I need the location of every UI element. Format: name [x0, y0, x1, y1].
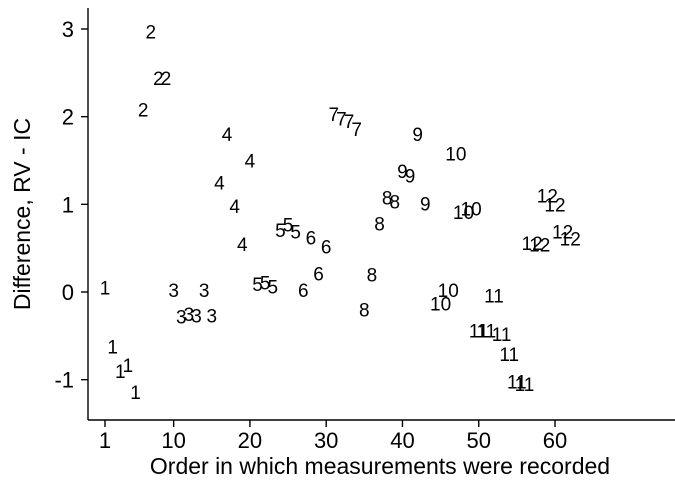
data-point-label: 5	[290, 223, 301, 244]
data-point-label: 11	[469, 322, 489, 343]
data-point-label: 8	[359, 301, 370, 322]
data-point-label: 5	[283, 215, 294, 236]
data-point-label: 9	[420, 194, 431, 215]
data-point-label: 12	[529, 236, 550, 257]
data-point-label: 5	[252, 275, 263, 296]
data-point-label: 9	[405, 166, 416, 187]
data-point-label: 1	[115, 362, 126, 383]
data-point-label: 4	[245, 152, 256, 173]
y-tick-label: 3	[62, 17, 74, 42]
y-tick-label: -1	[54, 368, 74, 393]
y-tick-label: 1	[62, 192, 74, 217]
x-tick-label: 60	[543, 428, 567, 453]
data-point-label: 3	[199, 281, 210, 302]
data-point-label: 6	[306, 229, 317, 250]
y-tick-label: 2	[62, 105, 74, 130]
data-point-label: 2	[138, 101, 149, 122]
data-point-label: 4	[214, 173, 225, 194]
data-point-label: 2	[153, 69, 164, 90]
data-point-label: 3	[206, 307, 217, 328]
data-point-label: 12	[552, 223, 573, 244]
data-point-label: 8	[390, 193, 401, 214]
data-point-label: 2	[145, 23, 156, 44]
data-point-label: 2	[161, 69, 172, 90]
x-tick-label: 50	[466, 428, 490, 453]
data-point-label: 1	[107, 337, 118, 358]
data-point-label: 12	[522, 234, 543, 255]
data-point-label: 1	[100, 279, 111, 300]
data-point-label: 10	[445, 144, 466, 165]
data-point-label: 8	[367, 265, 378, 286]
data-point-label: 4	[237, 235, 248, 256]
data-point-label: 10	[453, 203, 474, 224]
x-tick-label: 20	[238, 428, 262, 453]
data-points: 1111122223333334444455555566667777888889…	[100, 23, 581, 404]
y-tick-label: 0	[62, 280, 74, 305]
data-point-label: 12	[544, 195, 565, 216]
data-point-label: 10	[438, 281, 459, 302]
axes	[87, 8, 675, 421]
x-tick-label: 40	[390, 428, 414, 453]
data-point-label: 4	[229, 197, 240, 218]
data-point-label: 3	[176, 308, 187, 329]
data-point-label: 11	[515, 375, 535, 396]
data-point-label: 4	[222, 125, 233, 146]
data-point-label: 7	[344, 112, 355, 133]
data-point-label: 9	[397, 162, 408, 183]
data-point-label: 11	[492, 325, 512, 346]
x-tick-label: 1	[99, 428, 111, 453]
data-point-label: 7	[336, 109, 347, 130]
data-point-label: 11	[499, 345, 519, 366]
data-point-label: 3	[191, 307, 202, 328]
data-point-label: 3	[184, 305, 195, 326]
tick-marks	[81, 28, 556, 427]
data-point-label: 5	[268, 278, 279, 299]
data-point-label: 11	[484, 287, 504, 308]
data-point-label: 1	[130, 383, 141, 404]
data-point-label: 10	[461, 200, 482, 221]
data-point-label: 12	[537, 187, 558, 208]
data-point-label: 12	[560, 230, 581, 251]
data-point-label: 11	[476, 322, 496, 343]
data-point-label: 10	[430, 294, 451, 315]
data-point-label: 6	[321, 237, 332, 258]
y-axis-title: Difference, RV - IC	[9, 118, 35, 310]
data-point-label: 7	[329, 105, 340, 126]
data-point-label: 5	[260, 273, 271, 294]
data-point-label: 3	[168, 281, 179, 302]
x-tick-label: 30	[314, 428, 338, 453]
x-tick-label: 10	[161, 428, 185, 453]
data-point-label: 8	[374, 215, 385, 236]
data-point-label: 11	[507, 372, 527, 393]
data-point-label: 6	[298, 281, 309, 302]
data-point-label: 1	[123, 356, 134, 377]
data-point-label: 6	[313, 265, 324, 286]
x-axis-title: Order in which measurements were recorde…	[150, 453, 610, 479]
data-point-label: 7	[351, 120, 362, 141]
data-point-label: 9	[412, 125, 423, 146]
data-point-label: 5	[275, 221, 286, 242]
data-point-label: 8	[382, 188, 393, 209]
